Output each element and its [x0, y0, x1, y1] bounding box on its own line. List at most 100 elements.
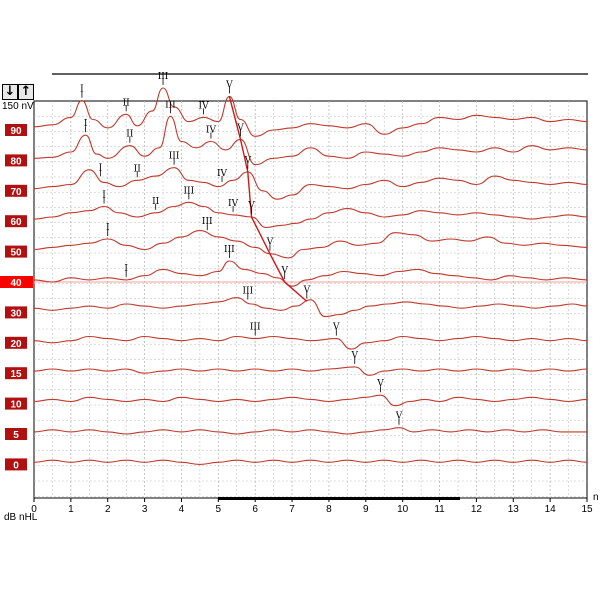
waveform-trace-30[interactable] — [33, 297, 588, 318]
arrow-up-icon: ↑ — [20, 84, 32, 99]
peak-marker-label: V — [247, 201, 255, 211]
peak-marker-V[interactable]: V — [332, 323, 340, 336]
arrow-down-icon: ↓ — [4, 84, 16, 99]
peak-marker-V[interactable]: V — [376, 379, 384, 393]
level-label-box[interactable] — [5, 367, 27, 380]
waveform-traces — [33, 87, 588, 465]
level-label-box[interactable] — [5, 124, 27, 136]
waveform-trace-0[interactable] — [33, 459, 588, 465]
peak-marker-label: I — [84, 119, 88, 129]
peak-marker-I[interactable]: I — [80, 85, 84, 98]
peak-marker-II[interactable]: II — [152, 197, 160, 210]
peak-marker-label: III — [242, 286, 253, 296]
peak-marker-V[interactable]: V — [225, 80, 233, 94]
level-label-text: 10 — [10, 400, 22, 411]
waveform-trace-50[interactable] — [33, 230, 588, 259]
peak-marker-III[interactable]: III — [169, 152, 180, 165]
x-tick-label: 7 — [289, 504, 295, 515]
peak-marker-II[interactable]: II — [123, 98, 131, 112]
peak-marker-label: V — [303, 285, 311, 295]
peak-marker-label: I — [80, 85, 84, 95]
scroll-down-button[interactable]: ↓ — [2, 84, 18, 100]
peak-marker-label: III — [250, 323, 261, 333]
level-label-box[interactable] — [0, 276, 33, 288]
waveform-trace-70[interactable] — [33, 167, 588, 200]
waveform-trace-40[interactable] — [33, 260, 588, 287]
peak-marker-label: III — [158, 72, 169, 82]
peak-marker-label: IV — [199, 101, 210, 111]
x-tick-label: 3 — [142, 504, 148, 515]
level-label-text: 40 — [10, 278, 22, 289]
peak-marker-label: I — [106, 223, 110, 233]
peak-marker-IV[interactable]: IV — [206, 126, 217, 139]
peak-marker-V[interactable]: V — [247, 201, 255, 214]
level-label-box[interactable] — [5, 458, 27, 471]
x-tick-label: 10 — [397, 504, 409, 515]
peak-marker-V[interactable]: V — [303, 285, 311, 299]
peak-marker-V[interactable]: V — [236, 123, 244, 137]
peak-marker-III[interactable]: III — [250, 323, 261, 336]
level-label-box[interactable] — [5, 184, 27, 197]
latency-trend-line — [228, 96, 308, 302]
peak-marker-label: V — [236, 123, 244, 133]
peak-marker-V[interactable]: V — [350, 351, 358, 364]
peak-marker-V[interactable]: V — [280, 266, 288, 279]
peak-marker-I[interactable]: I — [84, 119, 88, 133]
waveform-trace-80[interactable] — [33, 115, 588, 166]
grid-lines — [34, 101, 587, 498]
peak-marker-III[interactable]: III — [158, 72, 169, 85]
level-label-text: 0 — [13, 460, 19, 471]
peak-marker-V[interactable]: V — [395, 412, 403, 425]
scroll-up-button[interactable]: ↑ — [18, 84, 34, 100]
peak-marker-label: III — [169, 152, 180, 162]
peak-marker-label: II — [152, 197, 160, 207]
x-tick-label: 1 — [68, 504, 74, 515]
waveform-trace-5[interactable] — [33, 427, 587, 435]
peak-marker-label: V — [280, 266, 288, 276]
peak-marker-I[interactable]: I — [99, 163, 103, 177]
peak-marker-I[interactable]: I — [124, 264, 128, 277]
x-tick-label: 11 — [434, 504, 445, 515]
peak-marker-III[interactable]: III — [184, 186, 195, 200]
level-label-box[interactable] — [5, 245, 27, 258]
peak-marker-II[interactable]: II — [134, 164, 142, 178]
level-label-box[interactable] — [5, 336, 27, 349]
waveform-trace-15[interactable] — [33, 366, 588, 376]
peak-marker-I[interactable]: I — [106, 223, 110, 236]
level-label-box[interactable] — [5, 154, 27, 167]
level-label-box[interactable] — [5, 306, 27, 319]
peak-marker-label: IV — [217, 169, 228, 179]
peak-marker-I[interactable]: I — [102, 191, 106, 204]
peak-marker-V[interactable]: V — [244, 156, 252, 169]
x-tick-label: 8 — [326, 504, 332, 515]
peak-marker-label: IV — [228, 199, 239, 209]
peak-marker-IV[interactable]: IV — [228, 199, 239, 212]
peak-marker-label: I — [124, 264, 128, 274]
level-label-box[interactable] — [5, 397, 27, 410]
peak-marker-III[interactable]: III — [202, 217, 213, 231]
peak-marker-III[interactable]: III — [242, 286, 254, 300]
level-label-box[interactable] — [5, 428, 27, 440]
waveform-trace-90[interactable] — [33, 87, 588, 137]
y-axis-unit-label: dB nHL — [4, 512, 38, 523]
peak-marker-label: V — [376, 379, 384, 389]
peak-marker-label: IV — [206, 126, 217, 136]
x-tick-label: 12 — [471, 504, 483, 515]
peak-marker-label: II — [123, 98, 131, 108]
x-tick-label: 4 — [179, 504, 185, 515]
waveform-trace-10[interactable] — [33, 394, 588, 407]
peak-marker-label: II — [134, 164, 142, 174]
peak-marker-IV[interactable]: IV — [217, 169, 228, 183]
peak-marker-III[interactable]: III — [165, 100, 176, 114]
peak-marker-III[interactable]: III — [224, 245, 235, 258]
waveform-trace-60[interactable] — [33, 201, 588, 229]
level-label-box[interactable] — [5, 215, 27, 228]
peak-marker-V[interactable]: V — [266, 238, 274, 251]
level-label-text: 30 — [10, 308, 22, 319]
waveform-trace-20[interactable] — [33, 335, 588, 350]
peak-marker-IV[interactable]: IV — [199, 101, 210, 115]
x-tick-label: 5 — [216, 504, 222, 515]
peak-marker-II[interactable]: II — [126, 130, 134, 143]
